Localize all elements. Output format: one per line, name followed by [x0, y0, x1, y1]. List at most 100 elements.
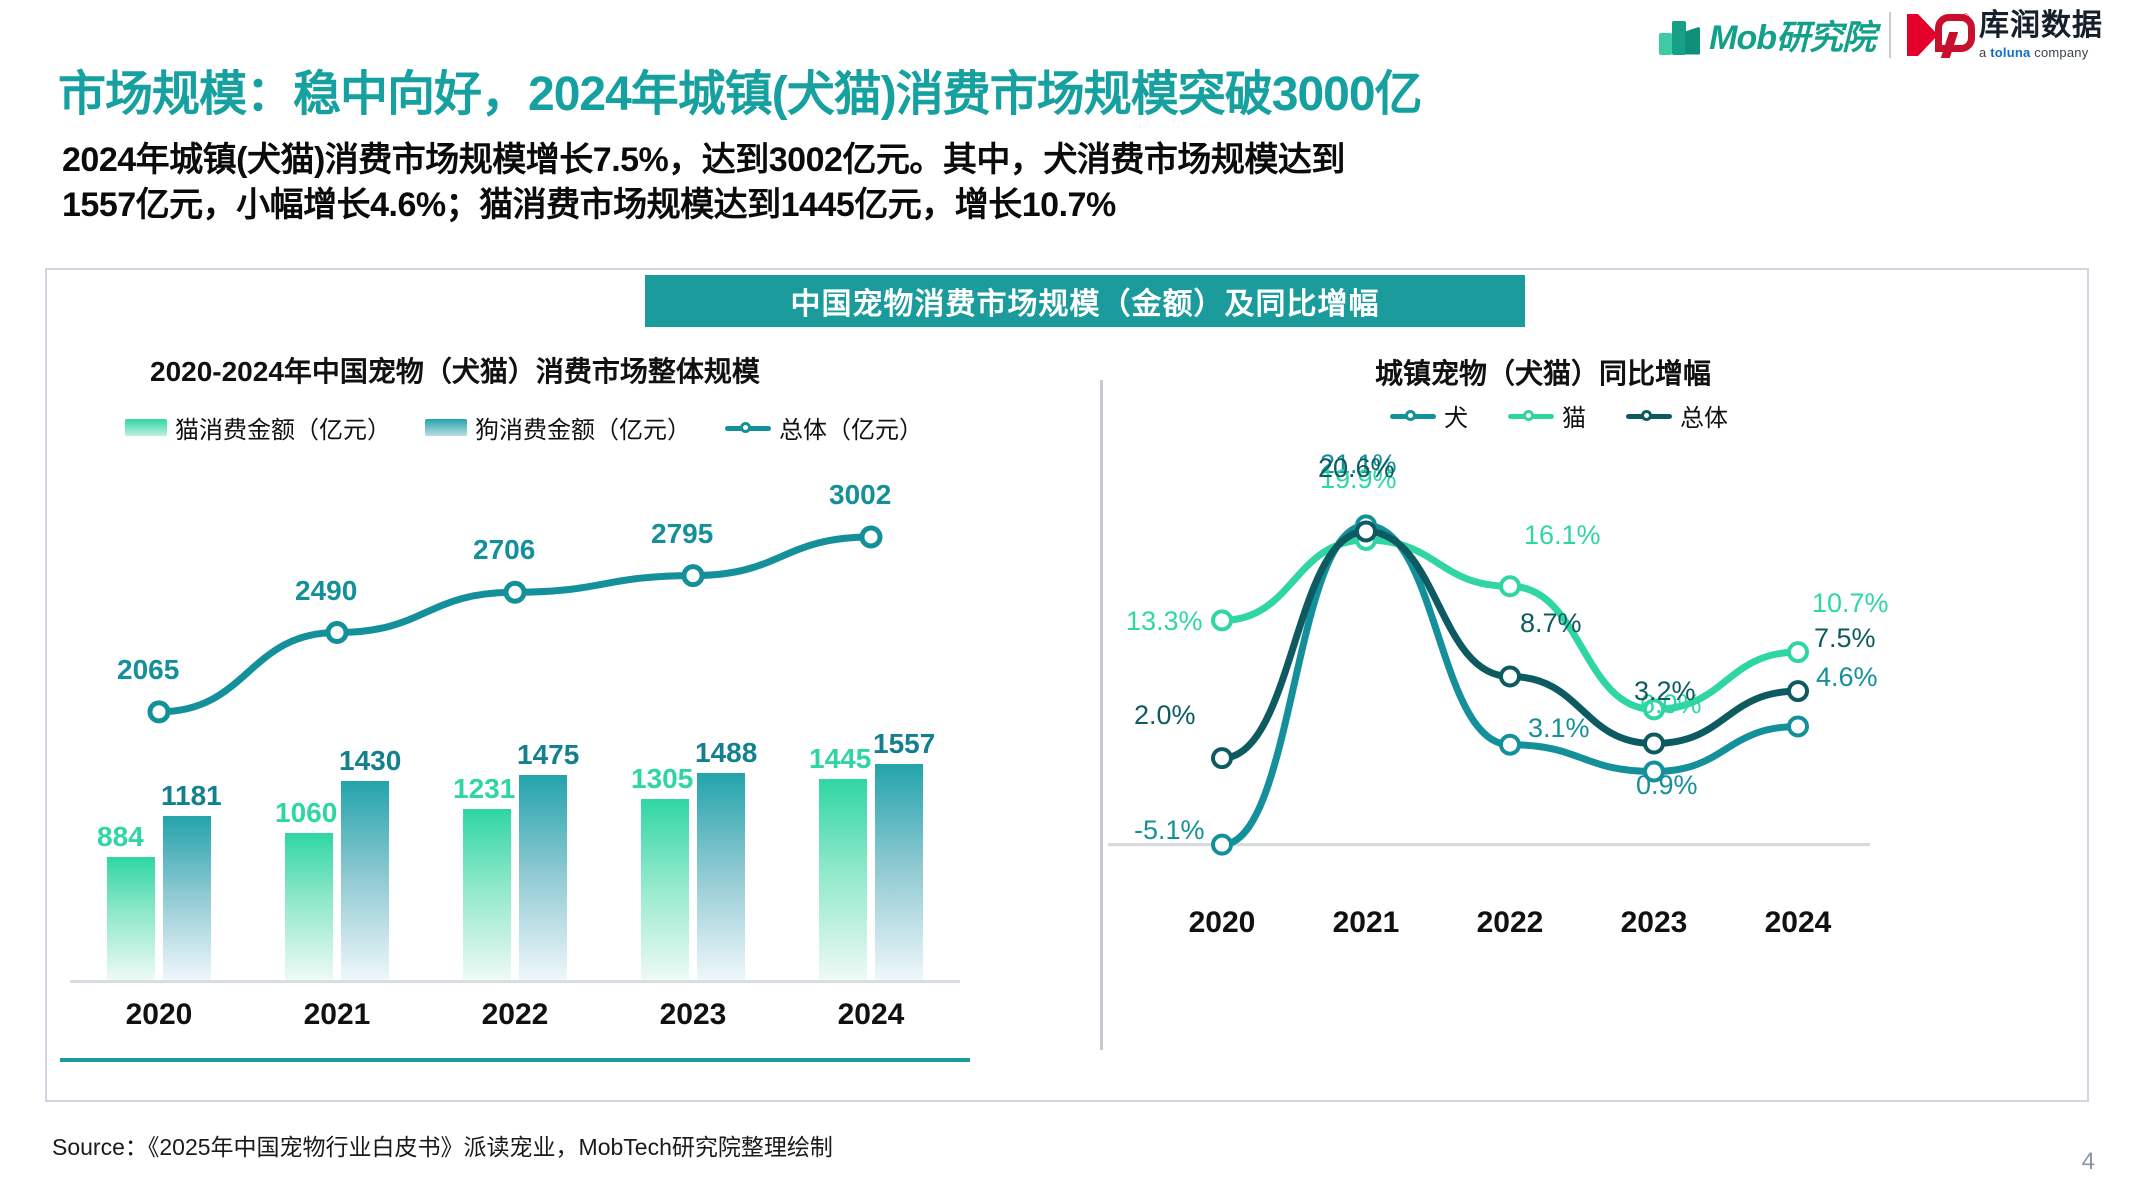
bar-dog-2022[interactable] [519, 775, 567, 980]
rate-line-犬 [1218, 521, 1802, 849]
rate-line-总体 [1218, 527, 1802, 762]
total-line-svg [147, 525, 883, 724]
bar-label-cat-2024: 1445 [809, 743, 872, 775]
bar-dog-2021[interactable] [341, 781, 389, 980]
bar-dog-2024[interactable] [875, 763, 923, 980]
bar-cat-2020[interactable] [107, 857, 155, 980]
rate-label-总体-2020: 2.0% [1134, 700, 1196, 731]
brand-logos: Mob研究院 ® 库润数据 a toluna company [1659, 10, 2103, 59]
legend-marker-cat-rate [1508, 409, 1554, 423]
legend-label-dog: 狗消费金额（亿元） [475, 417, 691, 444]
rate-point-猫-2020 [1211, 609, 1233, 632]
legend-label-cat-rate: 猫 [1562, 405, 1586, 432]
bar-cat-2023[interactable] [641, 798, 689, 980]
rate-x-label-2021: 2021 [1332, 906, 1400, 939]
bar-cat-2022[interactable] [463, 809, 511, 980]
kr-logo-en: a toluna company [1979, 44, 2089, 60]
legend-item-cat-rate: 猫 [1508, 398, 1586, 433]
legend-swatch-dog [425, 419, 467, 436]
bar-label-dog-2022: 1475 [517, 739, 580, 771]
rate-label-猫-2022: 16.1% [1524, 520, 1601, 551]
bar-cat-2024[interactable] [819, 779, 867, 980]
rate-x-label-2022: 2022 [1476, 906, 1544, 939]
total-point-2023 [681, 564, 705, 588]
rate-label-犬-2023: 0.9% [1636, 769, 1698, 800]
legend-swatch-cat [125, 419, 167, 436]
bar-label-dog-2021: 1430 [339, 745, 402, 777]
rate-point-总体-2021 [1355, 520, 1377, 543]
legend-marker-dog-rate [1390, 409, 1436, 423]
bar-label-cat-2021: 1060 [275, 796, 338, 828]
line-label-total-2020: 2065 [117, 653, 180, 685]
rate-label-总体-2024: 7.5% [1814, 623, 1876, 654]
mob-building-icon [1659, 15, 1703, 55]
bar-label-cat-2023: 1305 [631, 762, 694, 794]
x-label-2024: 2024 [837, 998, 905, 1031]
rate-point-犬-2023 [1643, 760, 1665, 783]
legend-item-dog-rate: 犬 [1390, 398, 1468, 433]
chart-bottom-rule [60, 1058, 970, 1062]
rate-point-猫-2022 [1499, 575, 1521, 598]
rate-label-犬-2020: -5.1% [1134, 814, 1205, 845]
right-chart-legend: 犬 猫 总体 [1390, 398, 1728, 433]
rate-point-总体-2020 [1211, 747, 1233, 770]
rate-series-svg [1211, 514, 1809, 856]
rate-label-犬-2024: 4.6% [1816, 662, 1878, 693]
legend-marker-total-rate [1626, 409, 1672, 423]
rate-x-label-2024: 2024 [1764, 906, 1832, 939]
x-label-2022: 2022 [481, 998, 549, 1031]
rate-label-总体-2023: 3.2% [1634, 675, 1696, 706]
rate-label-犬-2021: 21.1% [1320, 449, 1397, 480]
kr-logo-icon: ® [1905, 12, 1975, 58]
left-chart-legend: 猫消费金额（亿元） 狗消费金额（亿元） 总体（亿元） [125, 410, 923, 445]
logo-divider [1889, 11, 1891, 58]
legend-item-cat: 猫消费金额（亿元） [125, 410, 391, 445]
bar-dog-2020[interactable] [163, 815, 211, 980]
total-point-2022 [503, 580, 527, 604]
rate-point-猫-2024 [1787, 641, 1809, 664]
rate-x-label-2020: 2020 [1188, 906, 1256, 939]
legend-item-dog: 狗消费金额（亿元） [425, 410, 691, 445]
bar-dog-2023[interactable] [697, 773, 745, 980]
x-label-2023: 2023 [659, 998, 727, 1031]
rate-label-总体-2022: 8.7% [1520, 608, 1582, 639]
total-point-2024 [859, 525, 883, 549]
rate-point-猫-2023 [1643, 698, 1665, 721]
legend-label-dog-rate: 犬 [1444, 405, 1468, 432]
total-point-2020 [147, 700, 171, 724]
chart-divider [1100, 380, 1103, 1050]
legend-label-total-rate: 总体 [1680, 405, 1728, 432]
legend-item-total: 总体（亿元） [725, 410, 923, 445]
kr-logo-cn: 库润数据 [1979, 8, 2103, 42]
subtitle-line-2: 1557亿元，小幅增长4.6%；猫消费市场规模达到1445亿元，增长10.7% [62, 185, 1116, 224]
bar-label-dog-2020: 1181 [161, 779, 222, 811]
bar-label-cat-2022: 1231 [453, 773, 516, 805]
line-label-total-2022: 2706 [473, 534, 536, 566]
page-subtitle: 2024年城镇(犬猫)消费市场规模增长7.5%，达到3002亿元。其中，犬消费市… [62, 138, 2042, 228]
rate-point-总体-2022 [1499, 665, 1521, 688]
section-banner-label: 中国宠物消费市场规模（金额）及同比增幅 [790, 288, 1380, 321]
section-banner: 中国宠物消费市场规模（金额）及同比增幅 [645, 275, 1525, 327]
page-number: 4 [2081, 1148, 2095, 1175]
rate-label-猫-2024: 10.7% [1812, 588, 1889, 619]
mob-logo: Mob研究院 [1659, 10, 1876, 59]
rate-point-犬-2022 [1499, 733, 1521, 756]
line-label-total-2024: 3002 [829, 478, 892, 510]
bar-label-cat-2020: 884 [97, 821, 144, 853]
rate-point-犬-2024 [1787, 715, 1809, 738]
bar-label-dog-2024: 1557 [873, 727, 936, 759]
bar-cat-2021[interactable] [285, 832, 333, 980]
rate-point-犬-2020 [1211, 833, 1233, 856]
right-chart-title: 城镇宠物（犬猫）同比增幅 [1375, 358, 1712, 389]
rate-label-犬-2022: 3.1% [1528, 712, 1590, 743]
legend-label-total: 总体（亿元） [779, 417, 923, 444]
line-label-total-2021: 2490 [295, 574, 358, 606]
mob-logo-text: Mob研究院 [1709, 19, 1876, 57]
rate-label-猫-2023: 6.0% [1640, 689, 1702, 720]
legend-item-total-rate: 总体 [1626, 398, 1728, 433]
x-label-2021: 2021 [303, 998, 371, 1031]
legend-marker-total [725, 421, 771, 435]
bar-label-dog-2023: 1488 [695, 737, 758, 769]
page-title: 市场规模：稳中向好，2024年城镇(犬猫)消费市场规模突破3000亿 [58, 68, 1423, 121]
